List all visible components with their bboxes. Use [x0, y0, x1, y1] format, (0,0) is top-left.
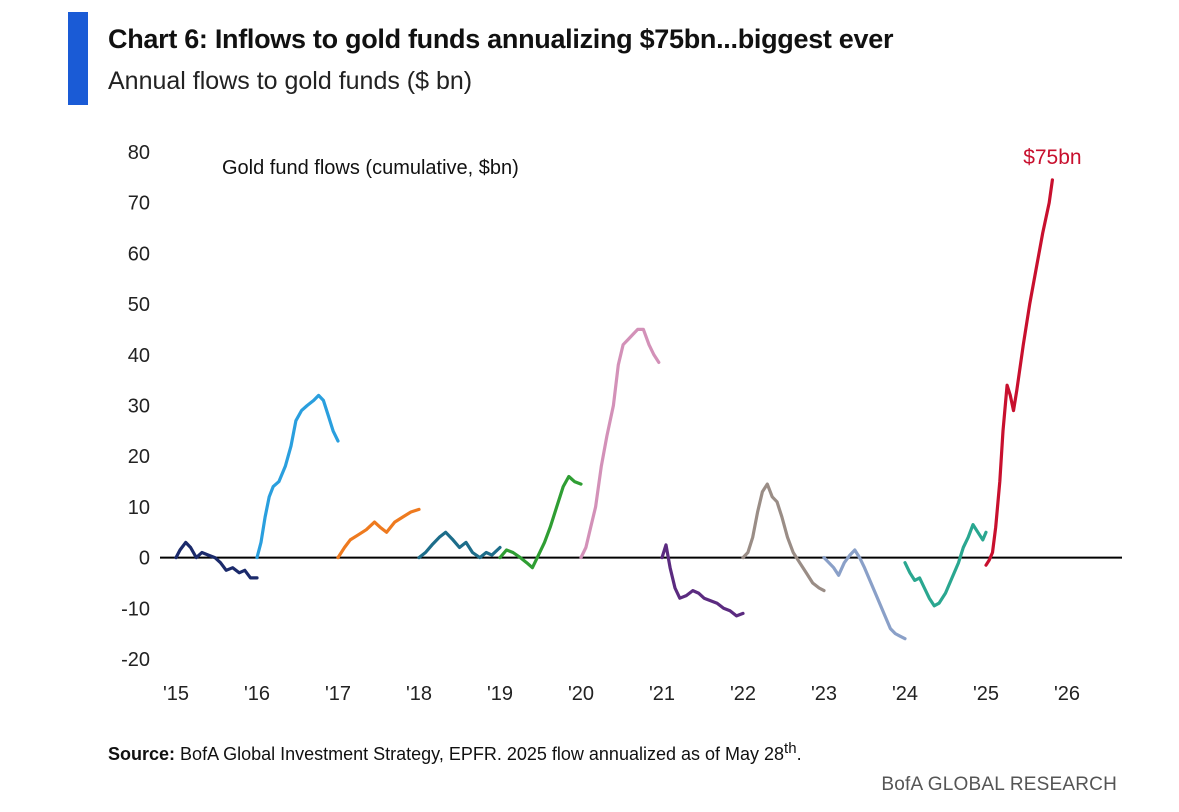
x-tick-label: '26: [1054, 683, 1080, 705]
x-tick-label: '23: [811, 683, 837, 705]
series-line: [984, 178, 1055, 567]
brand-label: BofA GLOBAL RESEARCH: [881, 774, 1117, 795]
x-tick-label: '25: [973, 683, 999, 705]
source-text: BofA Global Investment Strategy, EPFR. 2…: [180, 744, 785, 764]
source-end: .: [796, 744, 802, 764]
y-axis-ticks: -20 -10 0 10 20 30 40 50 60 70 80: [121, 142, 150, 671]
x-tick-label: '20: [568, 683, 594, 705]
x-axis-ticks: '15 '16 '17 '18 '19 '20 '21 '22 '23 '24 '25 '26: [163, 683, 1080, 705]
x-tick-label: '15: [163, 683, 189, 705]
y-tick-label: 10: [128, 497, 150, 519]
y-tick-label: -10: [121, 598, 150, 620]
series-line: [255, 393, 340, 560]
series-line: [660, 543, 745, 618]
chart-subtitle: Annual flows to gold funds ($ bn): [108, 67, 473, 95]
series-line: [903, 522, 988, 608]
source-superscript: th: [784, 740, 797, 757]
chart-title: Chart 6: Inflows to gold funds annualizi…: [108, 24, 894, 54]
title-accent-bar: [68, 12, 88, 105]
end-value-label: $75bn: [1023, 146, 1081, 169]
x-tick-label: '18: [406, 683, 432, 705]
series-line: [498, 474, 583, 570]
y-tick-label: 50: [128, 294, 150, 316]
y-tick-label: 40: [128, 345, 150, 367]
source-note: Source: BofA Global Investment Strategy,…: [108, 740, 802, 765]
y-tick-label: 70: [128, 193, 150, 215]
x-tick-label: '22: [730, 683, 756, 705]
series-line: [579, 327, 661, 560]
series-line: [822, 548, 907, 641]
x-tick-label: '24: [892, 683, 918, 705]
series-line: [174, 540, 259, 580]
y-tick-label: 30: [128, 396, 150, 418]
series-line: [417, 530, 502, 560]
source-label: Source:: [108, 744, 176, 764]
x-tick-label: '21: [649, 683, 675, 705]
x-tick-label: '17: [325, 683, 351, 705]
series-line: [336, 507, 421, 560]
y-tick-label: 0: [139, 548, 150, 570]
x-tick-label: '16: [244, 683, 270, 705]
y-tick-label: 60: [128, 243, 150, 265]
series-line: [741, 482, 826, 593]
series-group: [174, 178, 1055, 641]
y-tick-label: 20: [128, 446, 150, 468]
chart-annotation: Gold fund flows (cumulative, $bn): [222, 157, 519, 179]
y-tick-label: -20: [121, 649, 150, 671]
x-tick-label: '19: [487, 683, 513, 705]
y-tick-label: 80: [128, 142, 150, 164]
